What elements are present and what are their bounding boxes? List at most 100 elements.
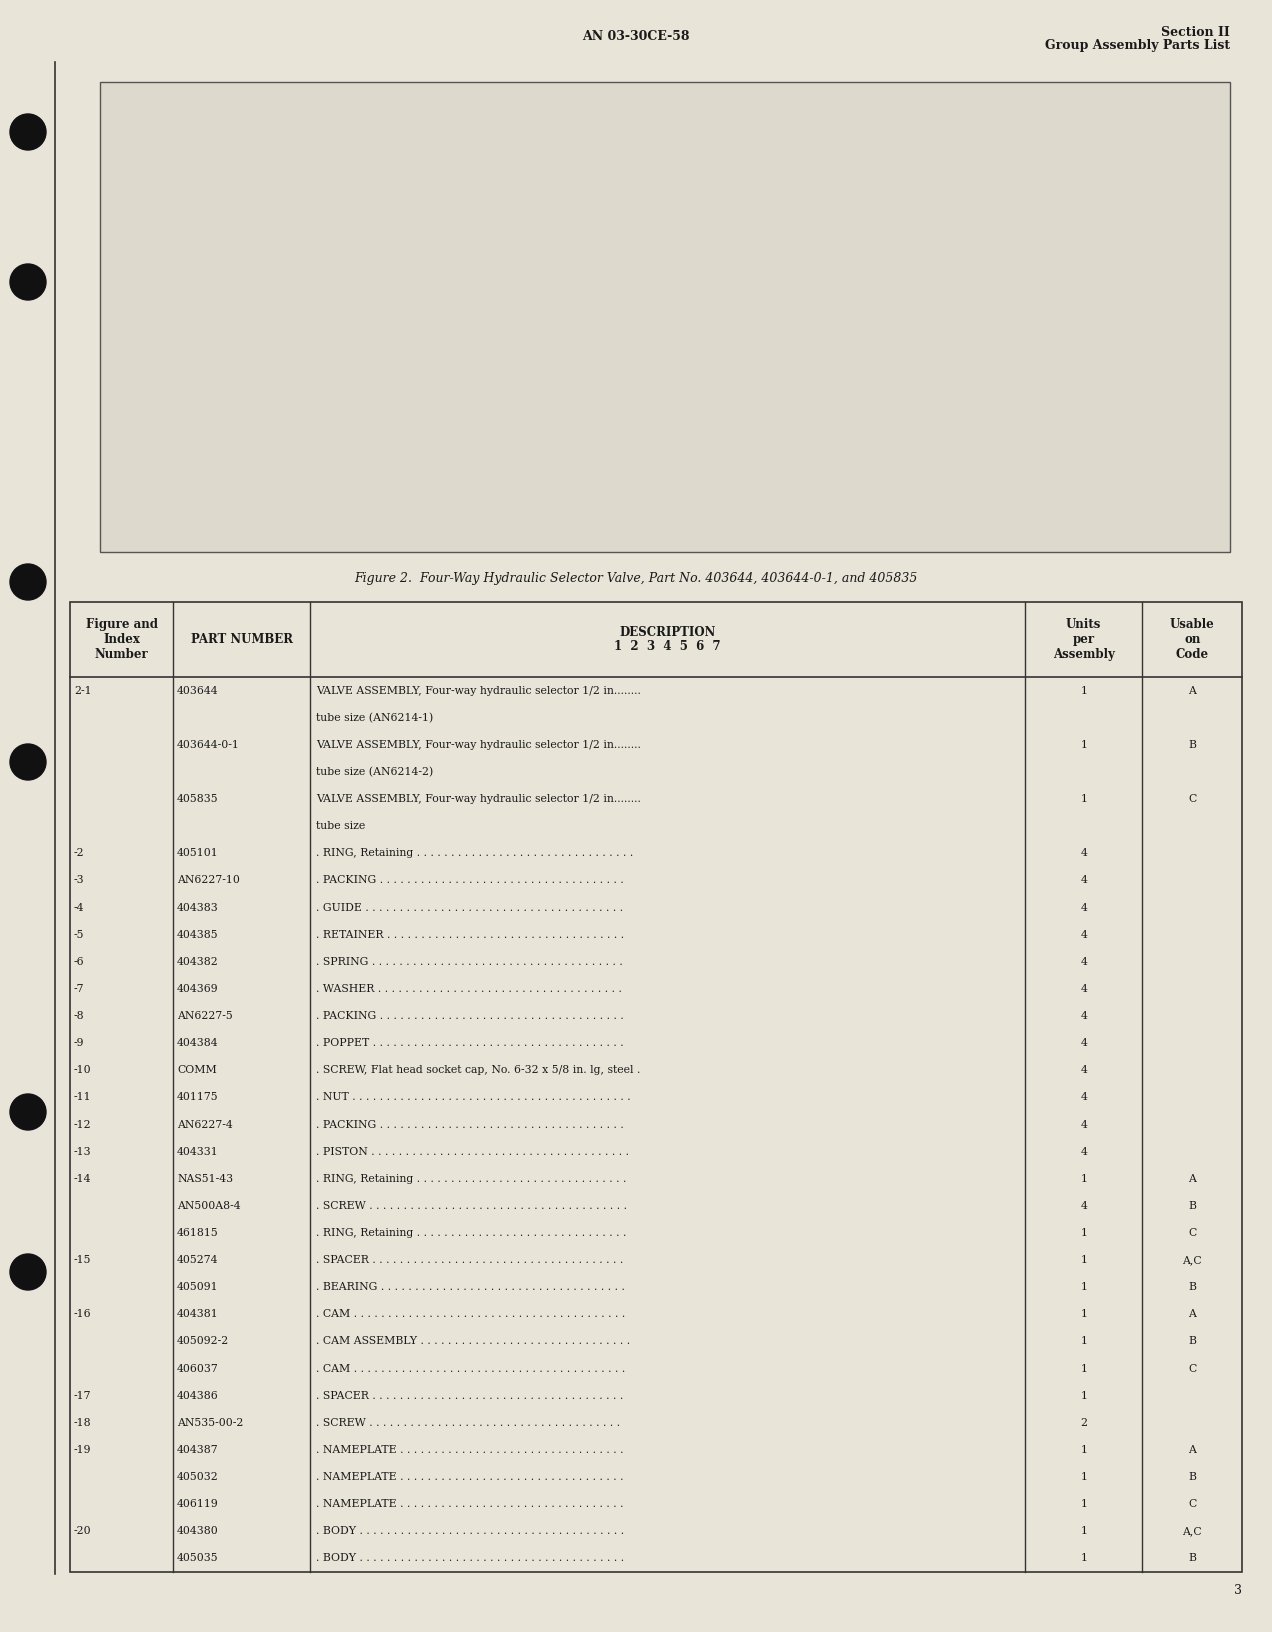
Text: 404381: 404381 bbox=[177, 1309, 219, 1319]
Text: . PACKING . . . . . . . . . . . . . . . . . . . . . . . . . . . . . . . . . . . : . PACKING . . . . . . . . . . . . . . . … bbox=[317, 875, 625, 886]
Bar bbox=[100, 82, 1230, 552]
Text: 4: 4 bbox=[1080, 1092, 1088, 1102]
Text: 404387: 404387 bbox=[177, 1444, 219, 1456]
Text: -2: -2 bbox=[74, 849, 85, 858]
Text: DESCRIPTION
1  2  3  4  5  6  7: DESCRIPTION 1 2 3 4 5 6 7 bbox=[614, 625, 721, 653]
Text: . NAMEPLATE . . . . . . . . . . . . . . . . . . . . . . . . . . . . . . . . .: . NAMEPLATE . . . . . . . . . . . . . . … bbox=[317, 1444, 623, 1456]
Text: -3: -3 bbox=[74, 875, 85, 886]
Text: -17: -17 bbox=[74, 1390, 92, 1400]
Text: -7: -7 bbox=[74, 984, 84, 994]
Text: 4: 4 bbox=[1080, 902, 1088, 912]
Text: -6: -6 bbox=[74, 956, 85, 966]
Text: . CAM . . . . . . . . . . . . . . . . . . . . . . . . . . . . . . . . . . . . . : . CAM . . . . . . . . . . . . . . . . . … bbox=[317, 1364, 626, 1374]
Text: A: A bbox=[1188, 1173, 1196, 1183]
Text: -19: -19 bbox=[74, 1444, 92, 1456]
Text: . PACKING . . . . . . . . . . . . . . . . . . . . . . . . . . . . . . . . . . . : . PACKING . . . . . . . . . . . . . . . … bbox=[317, 1010, 625, 1022]
Text: 404384: 404384 bbox=[177, 1038, 219, 1048]
Text: NAS51-43: NAS51-43 bbox=[177, 1173, 233, 1183]
Text: . SCREW, Flat head socket cap, No. 6-32 x 5/8 in. lg, steel .: . SCREW, Flat head socket cap, No. 6-32 … bbox=[317, 1066, 641, 1075]
Text: tube size (AN6214-2): tube size (AN6214-2) bbox=[317, 767, 434, 777]
Text: VALVE ASSEMBLY, Four-way hydraulic selector 1/2 in........: VALVE ASSEMBLY, Four-way hydraulic selec… bbox=[317, 685, 641, 695]
Text: -5: -5 bbox=[74, 930, 84, 940]
Text: . NAMEPLATE . . . . . . . . . . . . . . . . . . . . . . . . . . . . . . . . .: . NAMEPLATE . . . . . . . . . . . . . . … bbox=[317, 1472, 623, 1482]
Text: . SPACER . . . . . . . . . . . . . . . . . . . . . . . . . . . . . . . . . . . .: . SPACER . . . . . . . . . . . . . . . .… bbox=[317, 1255, 623, 1265]
Text: 1: 1 bbox=[1080, 795, 1088, 805]
Circle shape bbox=[10, 565, 46, 601]
Text: 1: 1 bbox=[1080, 1309, 1088, 1319]
Text: Usable
on
Code: Usable on Code bbox=[1170, 619, 1215, 661]
Text: . RING, Retaining . . . . . . . . . . . . . . . . . . . . . . . . . . . . . . .: . RING, Retaining . . . . . . . . . . . … bbox=[317, 1227, 627, 1239]
Text: COMM: COMM bbox=[177, 1066, 218, 1075]
Text: A,C: A,C bbox=[1183, 1526, 1202, 1536]
Text: tube size (AN6214-1): tube size (AN6214-1) bbox=[317, 713, 434, 723]
Text: 404382: 404382 bbox=[177, 956, 219, 966]
Text: . WASHER . . . . . . . . . . . . . . . . . . . . . . . . . . . . . . . . . . . .: . WASHER . . . . . . . . . . . . . . . .… bbox=[317, 984, 622, 994]
Text: B: B bbox=[1188, 1472, 1196, 1482]
Text: . SCREW . . . . . . . . . . . . . . . . . . . . . . . . . . . . . . . . . . . . : . SCREW . . . . . . . . . . . . . . . . … bbox=[317, 1418, 621, 1428]
Text: 404383: 404383 bbox=[177, 902, 219, 912]
Text: 405835: 405835 bbox=[177, 795, 219, 805]
Text: . RETAINER . . . . . . . . . . . . . . . . . . . . . . . . . . . . . . . . . . .: . RETAINER . . . . . . . . . . . . . . .… bbox=[317, 930, 625, 940]
Text: . NAMEPLATE . . . . . . . . . . . . . . . . . . . . . . . . . . . . . . . . .: . NAMEPLATE . . . . . . . . . . . . . . … bbox=[317, 1500, 623, 1510]
Text: . BEARING . . . . . . . . . . . . . . . . . . . . . . . . . . . . . . . . . . . : . BEARING . . . . . . . . . . . . . . . … bbox=[317, 1283, 625, 1293]
Text: 1: 1 bbox=[1080, 1554, 1088, 1563]
Text: -9: -9 bbox=[74, 1038, 84, 1048]
Text: 406037: 406037 bbox=[177, 1364, 219, 1374]
Text: -20: -20 bbox=[74, 1526, 92, 1536]
Text: . RING, Retaining . . . . . . . . . . . . . . . . . . . . . . . . . . . . . . . : . RING, Retaining . . . . . . . . . . . … bbox=[317, 849, 633, 858]
Text: 4: 4 bbox=[1080, 1120, 1088, 1129]
Text: C: C bbox=[1188, 1500, 1196, 1510]
Text: 2-1: 2-1 bbox=[74, 685, 92, 695]
Bar bbox=[70, 602, 1241, 1572]
Text: 1: 1 bbox=[1080, 1364, 1088, 1374]
Text: 1: 1 bbox=[1080, 1500, 1088, 1510]
Text: . PACKING . . . . . . . . . . . . . . . . . . . . . . . . . . . . . . . . . . . : . PACKING . . . . . . . . . . . . . . . … bbox=[317, 1120, 625, 1129]
Text: 404331: 404331 bbox=[177, 1147, 219, 1157]
Text: C: C bbox=[1188, 1227, 1196, 1239]
Text: 4: 4 bbox=[1080, 984, 1088, 994]
Text: 1: 1 bbox=[1080, 1444, 1088, 1456]
Text: B: B bbox=[1188, 1283, 1196, 1293]
Text: 1: 1 bbox=[1080, 739, 1088, 749]
Circle shape bbox=[10, 744, 46, 780]
Text: 4: 4 bbox=[1080, 930, 1088, 940]
Text: 1: 1 bbox=[1080, 685, 1088, 695]
Text: B: B bbox=[1188, 1554, 1196, 1563]
Text: 1: 1 bbox=[1080, 1337, 1088, 1346]
Text: Units
per
Assembly: Units per Assembly bbox=[1053, 619, 1114, 661]
Text: Figure and
Index
Number: Figure and Index Number bbox=[85, 619, 158, 661]
Text: 4: 4 bbox=[1080, 1201, 1088, 1211]
Text: . SPACER . . . . . . . . . . . . . . . . . . . . . . . . . . . . . . . . . . . .: . SPACER . . . . . . . . . . . . . . . .… bbox=[317, 1390, 623, 1400]
Text: 4: 4 bbox=[1080, 1066, 1088, 1075]
Text: . RING, Retaining . . . . . . . . . . . . . . . . . . . . . . . . . . . . . . .: . RING, Retaining . . . . . . . . . . . … bbox=[317, 1173, 627, 1183]
Text: . POPPET . . . . . . . . . . . . . . . . . . . . . . . . . . . . . . . . . . . .: . POPPET . . . . . . . . . . . . . . . .… bbox=[317, 1038, 623, 1048]
Text: 405101: 405101 bbox=[177, 849, 219, 858]
Text: 1: 1 bbox=[1080, 1173, 1088, 1183]
Text: AN6227-5: AN6227-5 bbox=[177, 1010, 233, 1022]
Text: tube size: tube size bbox=[317, 821, 365, 831]
Text: AN6227-10: AN6227-10 bbox=[177, 875, 240, 886]
Text: B: B bbox=[1188, 1337, 1196, 1346]
Text: 4: 4 bbox=[1080, 849, 1088, 858]
Text: 4: 4 bbox=[1080, 1038, 1088, 1048]
Text: 401175: 401175 bbox=[177, 1092, 219, 1102]
Text: 406119: 406119 bbox=[177, 1500, 219, 1510]
Text: . BODY . . . . . . . . . . . . . . . . . . . . . . . . . . . . . . . . . . . . .: . BODY . . . . . . . . . . . . . . . . .… bbox=[317, 1554, 625, 1563]
Text: . PISTON . . . . . . . . . . . . . . . . . . . . . . . . . . . . . . . . . . . .: . PISTON . . . . . . . . . . . . . . . .… bbox=[317, 1147, 630, 1157]
Text: 4: 4 bbox=[1080, 875, 1088, 886]
Text: VALVE ASSEMBLY, Four-way hydraulic selector 1/2 in........: VALVE ASSEMBLY, Four-way hydraulic selec… bbox=[317, 795, 641, 805]
Text: . BODY . . . . . . . . . . . . . . . . . . . . . . . . . . . . . . . . . . . . .: . BODY . . . . . . . . . . . . . . . . .… bbox=[317, 1526, 625, 1536]
Text: 1: 1 bbox=[1080, 1526, 1088, 1536]
Text: 2: 2 bbox=[1080, 1418, 1088, 1428]
Text: B: B bbox=[1188, 739, 1196, 749]
Text: 4: 4 bbox=[1080, 1147, 1088, 1157]
Text: A,C: A,C bbox=[1183, 1255, 1202, 1265]
Text: AN6227-4: AN6227-4 bbox=[177, 1120, 233, 1129]
Text: 4: 4 bbox=[1080, 956, 1088, 966]
Text: 405274: 405274 bbox=[177, 1255, 219, 1265]
Text: VALVE ASSEMBLY, Four-way hydraulic selector 1/2 in........: VALVE ASSEMBLY, Four-way hydraulic selec… bbox=[317, 739, 641, 749]
Text: 404385: 404385 bbox=[177, 930, 219, 940]
Text: -14: -14 bbox=[74, 1173, 92, 1183]
Text: -10: -10 bbox=[74, 1066, 92, 1075]
Text: 404369: 404369 bbox=[177, 984, 219, 994]
